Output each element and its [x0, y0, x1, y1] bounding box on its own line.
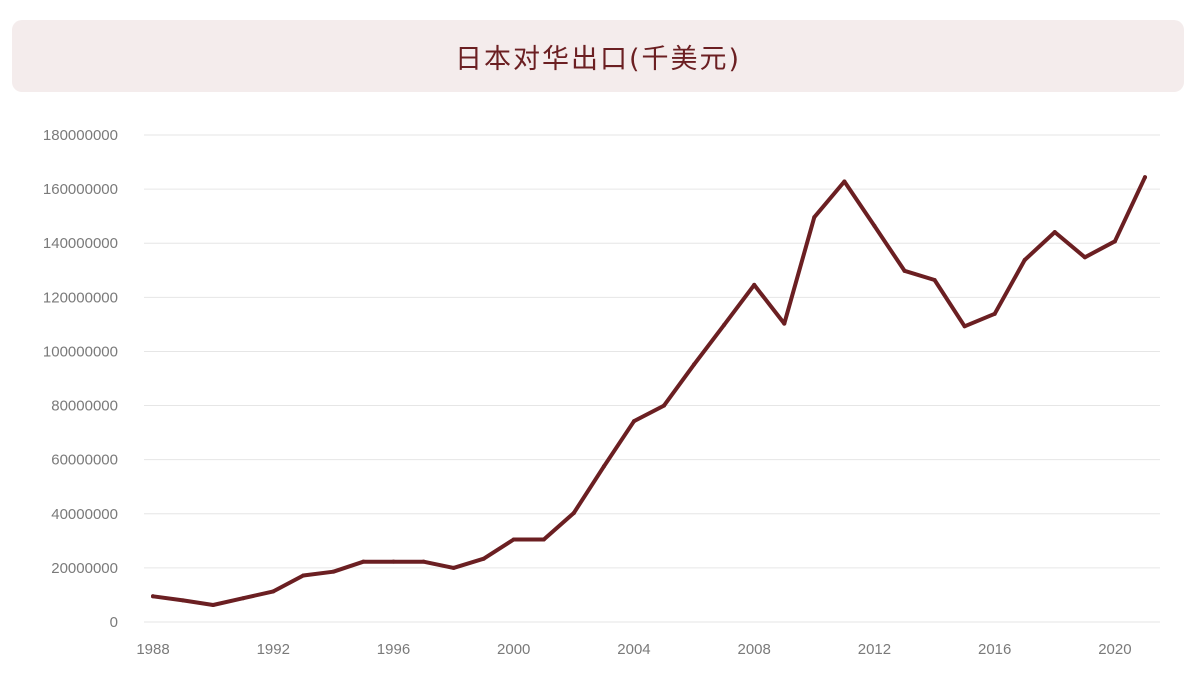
data-point [571, 510, 576, 515]
data-point [301, 573, 306, 578]
data-point [421, 559, 426, 564]
data-point [451, 565, 456, 570]
chart-title-bar: 日本对华出口(千美元) [12, 20, 1184, 92]
data-point [331, 569, 336, 574]
data-point [241, 596, 246, 601]
data-point [782, 321, 787, 326]
y-tick-label: 100000000 [43, 343, 118, 360]
data-point [211, 602, 216, 607]
chart-title: 日本对华出口(千美元) [454, 43, 742, 75]
data-point [631, 419, 636, 424]
x-tick-label: 1996 [377, 641, 410, 658]
data-point [151, 594, 156, 599]
y-tick-label: 180000000 [43, 127, 118, 144]
x-tick-label: 2012 [858, 641, 891, 658]
data-point [722, 322, 727, 327]
data-point [752, 282, 757, 287]
data-point [271, 589, 276, 594]
data-point [601, 464, 606, 469]
data-point [932, 278, 937, 283]
x-tick-label: 2016 [978, 641, 1011, 658]
data-points [151, 175, 1147, 607]
data-point [992, 311, 997, 316]
y-tick-label: 20000000 [51, 560, 118, 577]
y-tick-label: 60000000 [51, 452, 118, 469]
x-tick-label: 2020 [1098, 641, 1131, 658]
data-point [541, 537, 546, 542]
data-point [1022, 257, 1027, 262]
y-axis: 0 20000000 40000000 60000000 80000000 1000000… [43, 127, 118, 631]
data-point [692, 362, 697, 367]
data-point [842, 179, 847, 184]
y-tick-label: 0 [110, 614, 118, 631]
data-point [391, 559, 396, 564]
x-axis: 1988 1992 1996 2000 2004 2008 2012 2016 2020 [136, 641, 1131, 658]
data-point [1142, 175, 1147, 180]
x-tick-label: 1992 [257, 641, 290, 658]
data-point [662, 403, 667, 408]
data-point [902, 268, 907, 273]
grid [144, 134, 1160, 623]
data-point [1112, 239, 1117, 244]
x-tick-label: 1988 [136, 641, 169, 658]
data-point [812, 215, 817, 220]
y-tick-label: 160000000 [43, 181, 118, 198]
series-line [151, 175, 1147, 607]
data-point [511, 537, 516, 542]
data-point [872, 223, 877, 228]
y-tick-label: 40000000 [51, 506, 118, 523]
data-point [962, 324, 967, 329]
y-tick-label: 120000000 [43, 289, 118, 306]
data-point [1052, 230, 1057, 235]
y-tick-label: 80000000 [51, 398, 118, 415]
x-tick-label: 2004 [617, 641, 650, 658]
data-point [481, 556, 486, 561]
y-tick-label: 140000000 [43, 235, 118, 252]
data-point [1082, 255, 1087, 260]
x-tick-label: 2000 [497, 641, 530, 658]
data-point [181, 598, 186, 603]
data-point [361, 559, 366, 564]
x-tick-label: 2008 [738, 641, 771, 658]
